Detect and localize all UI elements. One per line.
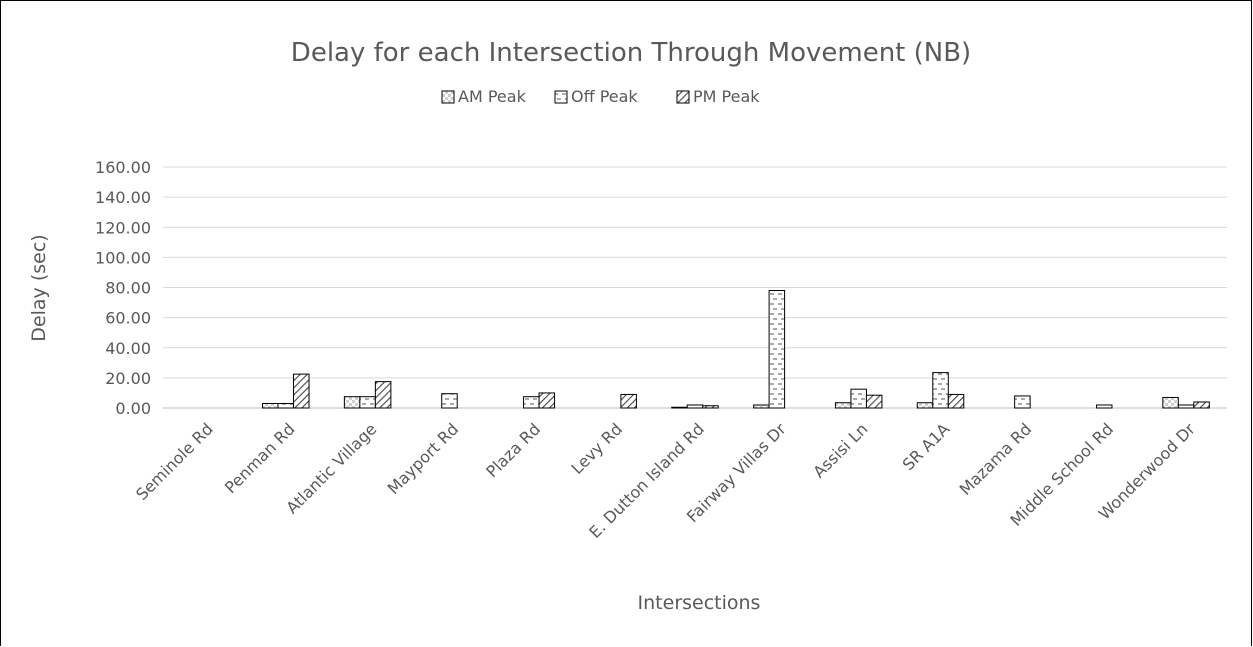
bar-pm-peak-assisi-ln: [865, 394, 883, 409]
bars: [262, 290, 1210, 409]
legend-swatch-am-peak: [441, 90, 455, 104]
bar-off-peak-penman-rd: [277, 402, 295, 409]
bar-off-peak-atlantic-village: [359, 396, 376, 409]
legend-label-off-peak: Off Peak: [571, 87, 638, 106]
legend-item-am-peak: AM Peak: [441, 87, 527, 106]
y-axis-title: Delay (sec): [28, 234, 50, 341]
legend: AM Peak Off Peak PM Peak: [441, 87, 760, 106]
bar-off-peak-plaza-rd: [523, 396, 540, 409]
legend-item-off-peak: Off Peak: [554, 87, 638, 106]
legend-swatch-off-peak: [554, 90, 568, 104]
bar-off-peak-e-dutton-island-rd: [686, 404, 704, 409]
x-tick-label-sr-a1a: SR A1A: [899, 419, 954, 474]
bar-off-peak-assisi-ln: [850, 388, 867, 409]
bar-am-peak-wonderwood-dr: [1162, 396, 1179, 409]
bar-pm-peak-sr-a1a: [947, 393, 965, 409]
bar-off-peak-middle-school-rd: [1095, 404, 1113, 409]
chart-title: Delay for each Intersection Through Move…: [291, 38, 971, 68]
x-tick-label-assisi-ln: Assisi Ln: [809, 419, 871, 481]
x-tick-label-levy-rd: Levy Rd: [567, 419, 626, 478]
y-tick-label: 80.00: [105, 279, 151, 298]
y-tick-label: 140.00: [95, 188, 151, 207]
y-axis-ticks: 0.00 20.00 40.00 60.00 80.00 100.00 120.00 140.…: [95, 158, 151, 418]
y-tick-label: 160.00: [95, 158, 151, 177]
legend-swatch-pm-peak: [676, 90, 690, 104]
bar-am-peak-e-dutton-island-rd: [671, 406, 688, 409]
x-tick-label-penman-rd: Penman Rd: [221, 419, 299, 497]
bar-off-peak-wonderwood-dr: [1177, 404, 1195, 409]
bar-pm-peak-plaza-rd: [538, 392, 556, 409]
x-tick-label-mayport-rd: Mayport Rd: [384, 419, 463, 498]
bar-off-peak-sr-a1a: [932, 372, 949, 409]
bar-off-peak-mayport-rd: [441, 393, 458, 409]
bar-am-peak-penman-rd: [262, 402, 279, 409]
legend-label-pm-peak: PM Peak: [693, 87, 760, 106]
bar-pm-peak-penman-rd: [293, 373, 310, 409]
y-tick-label: 0.00: [115, 399, 151, 418]
bar-am-peak-assisi-ln: [834, 402, 852, 409]
y-tick-label: 60.00: [105, 309, 151, 328]
x-tick-label-seminole-rd: Seminole Rd: [132, 419, 217, 504]
bar-pm-peak-levy-rd: [620, 393, 637, 409]
y-tick-label: 20.00: [105, 369, 151, 388]
y-tick-label: 100.00: [95, 248, 151, 267]
bar-off-peak-fairway-villas-dr: [768, 290, 786, 409]
x-tick-label-plaza-rd: Plaza Rd: [482, 419, 544, 481]
x-axis-title: Intersections: [638, 592, 761, 614]
bar-am-peak-sr-a1a: [916, 402, 934, 409]
bar-am-peak-fairway-villas-dr: [753, 404, 770, 409]
gridlines: [163, 166, 1227, 409]
bar-off-peak-mazama-rd: [1014, 395, 1031, 409]
bar-pm-peak-e-dutton-island-rd: [702, 405, 719, 409]
y-tick-label: 40.00: [105, 339, 151, 358]
legend-label-am-peak: AM Peak: [458, 87, 527, 106]
bar-pm-peak-wonderwood-dr: [1193, 401, 1210, 409]
y-tick-label: 120.00: [95, 218, 151, 237]
x-tick-label-mazama-rd: Mazama Rd: [956, 419, 1036, 499]
legend-item-pm-peak: PM Peak: [676, 87, 760, 106]
bar-pm-peak-atlantic-village: [374, 381, 392, 409]
bar-am-peak-atlantic-village: [343, 396, 361, 409]
